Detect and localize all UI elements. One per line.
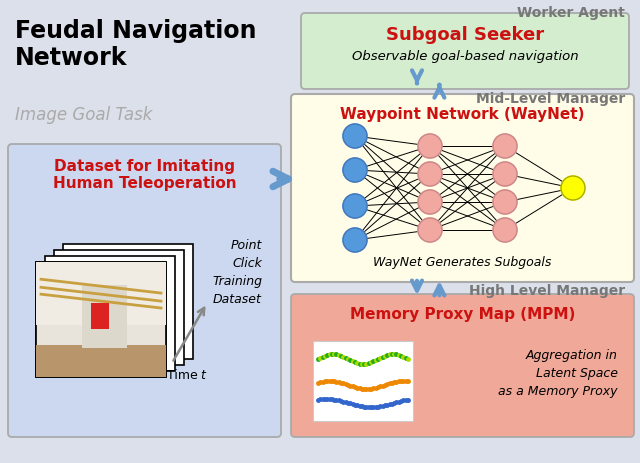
Circle shape [343, 125, 367, 149]
Text: Memory Proxy Map (MPM): Memory Proxy Map (MPM) [350, 307, 575, 321]
Circle shape [343, 194, 367, 219]
Bar [81, 285, 127, 349]
Bar [91, 304, 109, 329]
Circle shape [418, 135, 442, 159]
FancyBboxPatch shape [8, 144, 281, 437]
Bar [36, 263, 166, 377]
Bar [36, 345, 166, 377]
Text: Aggregation in
Latent Space
as a Memory Proxy: Aggregation in Latent Space as a Memory … [499, 348, 618, 397]
Text: Image Goal Task: Image Goal Task [15, 106, 152, 124]
Circle shape [343, 159, 367, 182]
Circle shape [493, 219, 517, 243]
Circle shape [418, 191, 442, 214]
FancyBboxPatch shape [291, 95, 634, 282]
Text: Point
Click
Training
Dataset: Point Click Training Dataset [212, 238, 262, 305]
Circle shape [418, 219, 442, 243]
Circle shape [493, 163, 517, 187]
Circle shape [418, 163, 442, 187]
Text: High Level Manager: High Level Manager [469, 283, 625, 297]
Bar [54, 250, 184, 365]
Bar [36, 263, 166, 377]
Text: t: t [200, 368, 205, 381]
Text: Observable goal-based navigation: Observable goal-based navigation [352, 50, 579, 63]
Text: Subgoal Seeker: Subgoal Seeker [386, 26, 544, 44]
Circle shape [343, 229, 367, 252]
Bar [313, 341, 413, 421]
Text: Dataset for Imitating
Human Teleoperation: Dataset for Imitating Human Teleoperatio… [52, 159, 236, 191]
Text: Feudal Navigation
Network: Feudal Navigation Network [15, 19, 257, 70]
Text: WayNet Generates Subgoals: WayNet Generates Subgoals [373, 256, 552, 269]
Bar [45, 257, 175, 371]
Circle shape [493, 191, 517, 214]
Text: Mid-Level Manager: Mid-Level Manager [476, 92, 625, 106]
Text: Waypoint Network (WayNet): Waypoint Network (WayNet) [340, 107, 585, 122]
Circle shape [493, 135, 517, 159]
Text: Time: Time [167, 368, 202, 381]
FancyBboxPatch shape [301, 14, 629, 90]
Bar [36, 263, 166, 325]
Text: Worker Agent: Worker Agent [517, 6, 625, 20]
Bar [63, 244, 193, 359]
Circle shape [561, 176, 585, 200]
FancyBboxPatch shape [291, 294, 634, 437]
